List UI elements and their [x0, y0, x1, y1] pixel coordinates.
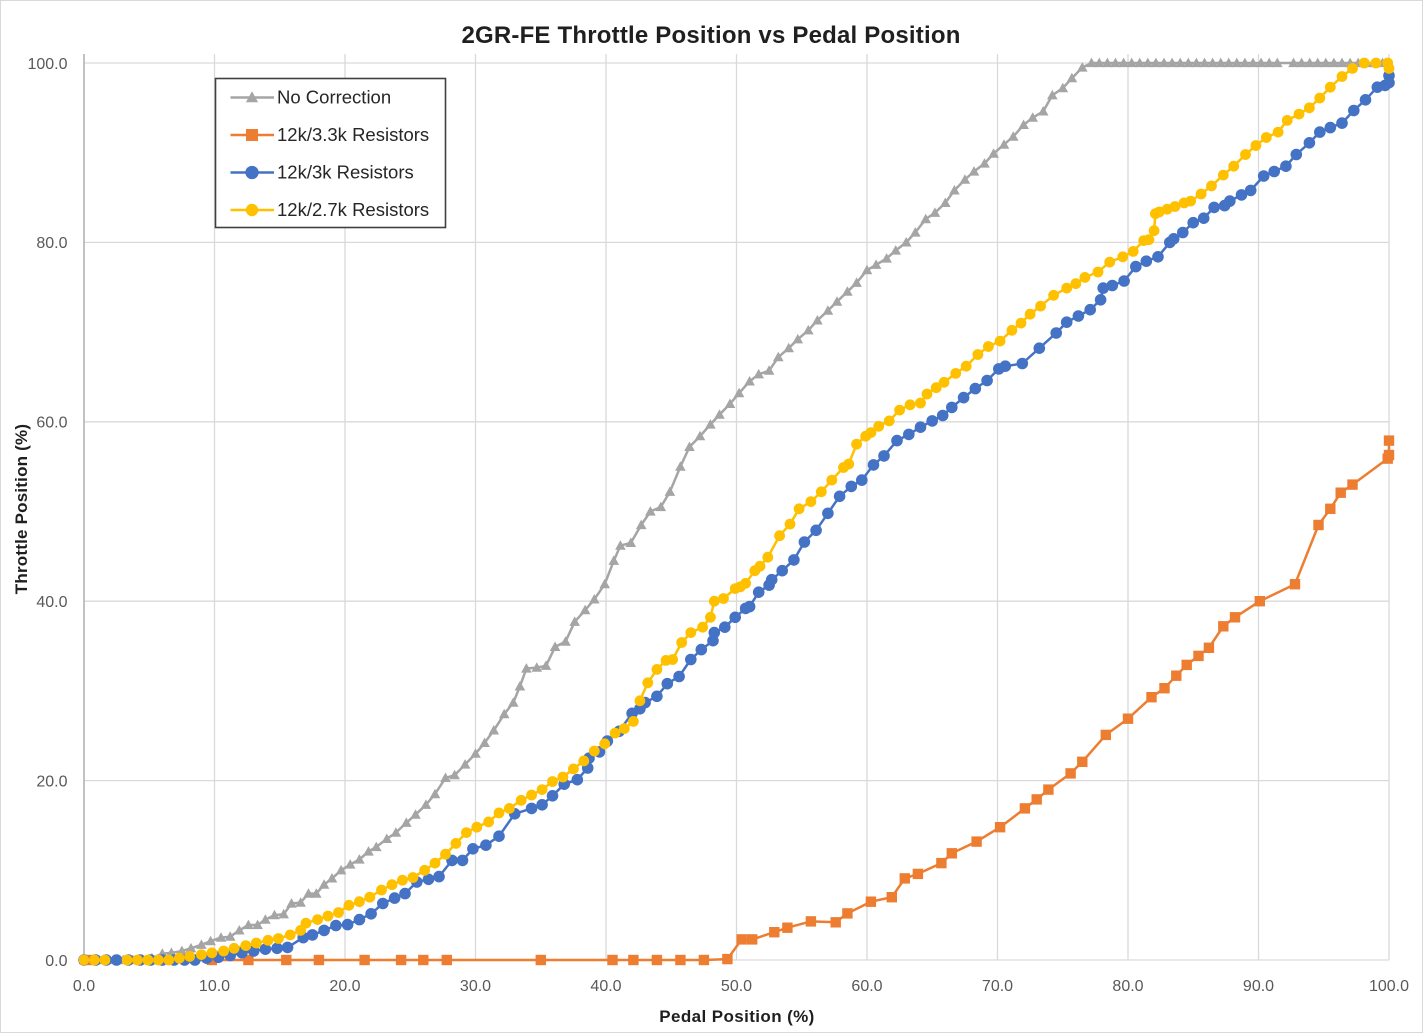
svg-text:60.0: 60.0 [36, 415, 67, 432]
svg-text:60.0: 60.0 [851, 978, 882, 995]
svg-text:12k/3k Resistors: 12k/3k Resistors [277, 162, 414, 183]
svg-text:10.0: 10.0 [199, 978, 230, 995]
svg-text:80.0: 80.0 [36, 235, 67, 252]
svg-text:0.0: 0.0 [73, 978, 95, 995]
svg-text:0.0: 0.0 [45, 953, 67, 970]
svg-text:No Correction: No Correction [277, 87, 391, 108]
svg-text:50.0: 50.0 [721, 978, 752, 995]
svg-text:80.0: 80.0 [1112, 978, 1143, 995]
svg-text:12k/3.3k Resistors: 12k/3.3k Resistors [277, 124, 429, 145]
svg-text:20.0: 20.0 [329, 978, 360, 995]
svg-text:100.0: 100.0 [27, 56, 67, 73]
svg-text:100.0: 100.0 [1369, 978, 1409, 995]
svg-text:2GR-FE Throttle Position vs Pe: 2GR-FE Throttle Position vs Pedal Positi… [461, 22, 960, 49]
svg-text:Pedal Position (%): Pedal Position (%) [659, 1007, 815, 1026]
svg-text:70.0: 70.0 [982, 978, 1013, 995]
svg-text:40.0: 40.0 [36, 594, 67, 611]
svg-text:30.0: 30.0 [460, 978, 491, 995]
svg-text:Throttle Position (%): Throttle Position (%) [12, 424, 31, 594]
svg-text:90.0: 90.0 [1243, 978, 1274, 995]
svg-text:40.0: 40.0 [590, 978, 621, 995]
svg-text:12k/2.7k Resistors: 12k/2.7k Resistors [277, 199, 429, 220]
svg-text:20.0: 20.0 [36, 773, 67, 790]
